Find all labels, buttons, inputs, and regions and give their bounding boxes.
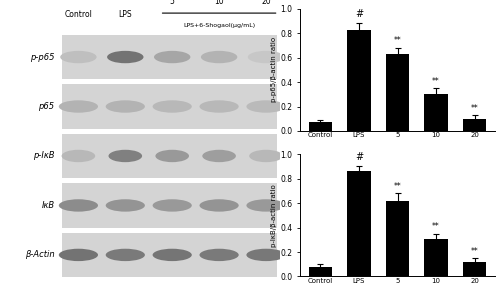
Text: **: ** [432,222,440,231]
Ellipse shape [152,100,192,113]
Text: #: # [355,152,363,162]
Ellipse shape [59,249,98,261]
Text: p65: p65 [38,102,54,111]
Bar [309,123,332,131]
Text: LPS+6-Shogaol(μg/mL): LPS+6-Shogaol(μg/mL) [400,168,472,173]
Ellipse shape [152,199,192,212]
Bar [463,262,486,276]
Ellipse shape [156,150,189,162]
Ellipse shape [200,249,238,261]
Bar [386,54,409,131]
Ellipse shape [246,249,286,261]
Ellipse shape [106,199,145,212]
Text: Control: Control [64,10,92,19]
Text: **: ** [470,104,478,113]
Text: LPS+6-Shogaol(μg/mL): LPS+6-Shogaol(μg/mL) [183,23,255,28]
Bar [424,94,448,131]
Text: **: ** [394,36,402,45]
Text: **: ** [432,77,440,86]
Ellipse shape [200,199,238,212]
Text: 20: 20 [261,0,271,6]
Text: **: ** [470,247,478,256]
Bar [424,239,448,276]
Ellipse shape [246,100,286,113]
Bar [386,201,409,276]
Bar [348,171,370,276]
FancyBboxPatch shape [62,233,277,277]
Ellipse shape [60,51,96,63]
Ellipse shape [107,51,144,63]
Text: LPS: LPS [118,10,132,19]
Text: p-IκB: p-IκB [33,152,54,160]
Text: **: ** [394,182,402,191]
Ellipse shape [249,150,283,162]
Y-axis label: p-IκB/β-actin ratio: p-IκB/β-actin ratio [272,184,278,247]
Text: 5: 5 [170,0,174,6]
Text: β-Actin: β-Actin [25,251,54,259]
Text: #: # [355,8,363,19]
Ellipse shape [248,51,284,63]
Ellipse shape [108,150,142,162]
FancyBboxPatch shape [62,134,277,178]
Text: p-p65: p-p65 [30,53,54,61]
FancyBboxPatch shape [62,35,277,79]
Ellipse shape [154,51,190,63]
Ellipse shape [202,150,236,162]
Ellipse shape [200,100,238,113]
Bar [309,267,332,276]
Ellipse shape [152,249,192,261]
Text: IκB: IκB [42,201,54,210]
Ellipse shape [106,100,145,113]
FancyBboxPatch shape [62,84,277,129]
Ellipse shape [201,51,237,63]
Ellipse shape [62,150,95,162]
Ellipse shape [59,100,98,113]
Ellipse shape [246,199,286,212]
Bar [463,119,486,131]
Ellipse shape [106,249,145,261]
FancyBboxPatch shape [62,183,277,228]
Bar [348,29,370,131]
Text: 10: 10 [214,0,224,6]
Y-axis label: p-p65/β-actin ratio: p-p65/β-actin ratio [272,37,278,102]
Ellipse shape [59,199,98,212]
